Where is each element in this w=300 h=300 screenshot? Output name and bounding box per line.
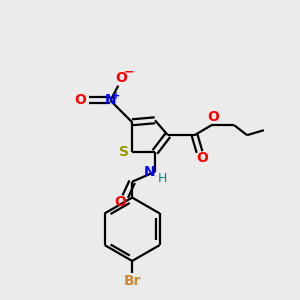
Text: O: O [114,194,126,208]
Text: O: O [75,94,87,107]
Text: +: + [112,91,120,100]
Text: H: H [158,172,168,185]
Text: N: N [144,165,156,179]
Text: O: O [115,71,127,85]
Text: O: O [196,151,208,165]
Text: N: N [105,94,116,107]
Text: −: − [124,65,134,78]
Text: O: O [208,110,219,124]
Text: S: S [119,145,129,159]
Text: Br: Br [123,274,141,288]
